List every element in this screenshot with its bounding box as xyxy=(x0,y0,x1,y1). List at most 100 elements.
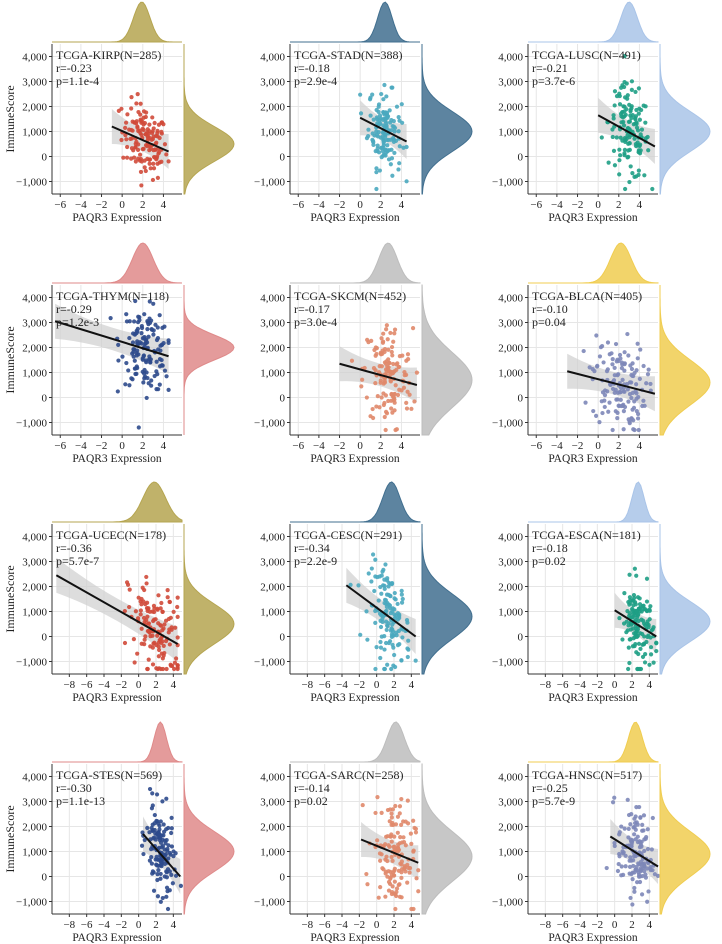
data-point xyxy=(378,655,383,661)
data-point xyxy=(391,339,396,344)
data-point xyxy=(155,857,160,862)
data-point xyxy=(386,592,391,597)
stat-p: p=3.0e-4 xyxy=(294,315,337,329)
marginal-density-x xyxy=(528,242,659,284)
panel-title: TCGA-LUSC(N=491) xyxy=(532,48,641,62)
x-axis-label: PAQR3 Expression xyxy=(310,212,400,224)
data-point xyxy=(389,117,394,123)
data-point xyxy=(374,170,379,175)
y-tick-label: 0 xyxy=(518,152,524,164)
x-axis-label: PAQR3 Expression xyxy=(548,453,638,465)
data-point xyxy=(638,840,643,845)
data-point xyxy=(631,405,637,410)
data-point xyxy=(411,849,416,854)
marginal-density-x xyxy=(528,721,659,763)
data-point xyxy=(611,116,616,121)
data-point xyxy=(158,348,163,353)
x-tick-label: −6 xyxy=(292,199,304,211)
data-point xyxy=(144,574,149,580)
data-point xyxy=(607,400,612,405)
panel-tcga-sarc: −8 −6 −4 −2 0 2 4−1,00001,0002,0003,0004,000PA… xyxy=(254,721,473,944)
data-point xyxy=(623,95,628,100)
data-point xyxy=(155,633,160,638)
data-point xyxy=(159,600,164,606)
x-tick-label: 4 xyxy=(161,199,167,211)
data-point xyxy=(399,796,404,802)
data-point xyxy=(636,86,641,91)
data-point xyxy=(392,596,397,601)
y-tick-label: 2,000 xyxy=(260,822,285,834)
data-point xyxy=(375,795,380,800)
x-tick-label: 4 xyxy=(637,199,643,211)
data-point xyxy=(612,840,617,846)
data-point xyxy=(617,91,622,96)
x-tick-label: 0 xyxy=(119,199,125,211)
data-point xyxy=(383,427,388,433)
data-point xyxy=(382,666,387,672)
data-point xyxy=(622,79,627,85)
data-point xyxy=(397,811,402,816)
data-point xyxy=(144,395,149,401)
data-point xyxy=(147,354,152,359)
data-point xyxy=(142,376,147,381)
y-tick-label: 2,000 xyxy=(22,822,47,834)
y-tick-label: 3,000 xyxy=(260,557,285,569)
data-point xyxy=(169,826,174,831)
data-point xyxy=(622,350,627,355)
data-point xyxy=(373,574,378,579)
panel-tcga-cesc: −8 −6 −4 −2 0 2 4−1,00001,0002,0003,0004,000PA… xyxy=(254,481,473,704)
stat-r: r=-0.34 xyxy=(294,541,330,555)
data-point xyxy=(158,871,163,877)
x-tick-label: −2 xyxy=(334,440,346,452)
y-tick-label: 1,000 xyxy=(498,607,523,619)
data-point xyxy=(136,109,141,115)
data-point xyxy=(404,406,410,411)
data-point xyxy=(374,404,379,409)
data-point xyxy=(135,320,141,325)
data-point xyxy=(635,356,640,361)
data-point xyxy=(390,353,395,358)
data-point xyxy=(143,634,148,639)
data-point xyxy=(371,366,377,371)
data-point xyxy=(379,364,384,369)
data-point xyxy=(630,870,635,875)
data-point xyxy=(152,640,157,645)
x-tick-label: 0 xyxy=(374,679,380,691)
y-tick-label: 0 xyxy=(518,872,524,884)
data-point xyxy=(622,54,627,59)
y-tick-label: 3,000 xyxy=(22,557,47,569)
data-point xyxy=(386,365,391,370)
data-point xyxy=(404,618,410,623)
data-point xyxy=(647,662,652,667)
y-tick-label: 1,000 xyxy=(22,607,47,619)
data-point xyxy=(637,845,643,850)
x-axis-label: PAQR3 Expression xyxy=(548,692,638,704)
x-tick-label: −4 xyxy=(313,440,325,452)
data-point xyxy=(139,159,144,164)
data-point xyxy=(636,172,641,178)
data-point xyxy=(365,882,370,887)
marginal-density-y xyxy=(421,763,473,915)
data-point xyxy=(635,416,641,421)
data-point xyxy=(637,804,642,810)
data-point xyxy=(152,373,157,379)
data-point xyxy=(130,340,136,345)
data-point xyxy=(143,602,148,607)
data-point xyxy=(390,858,395,863)
data-point xyxy=(645,846,651,852)
data-point xyxy=(143,168,148,174)
x-tick-label: −4 xyxy=(336,919,348,931)
data-point xyxy=(633,117,638,122)
data-point xyxy=(151,166,157,171)
data-point xyxy=(626,812,632,818)
data-point xyxy=(400,596,405,602)
data-point xyxy=(146,606,151,611)
data-point xyxy=(395,814,401,819)
data-point xyxy=(385,337,390,342)
data-point xyxy=(619,360,625,365)
data-point xyxy=(137,315,142,320)
data-point xyxy=(384,323,389,328)
x-tick-label: 4 xyxy=(409,919,415,931)
data-point xyxy=(399,588,404,593)
data-point xyxy=(651,625,656,630)
